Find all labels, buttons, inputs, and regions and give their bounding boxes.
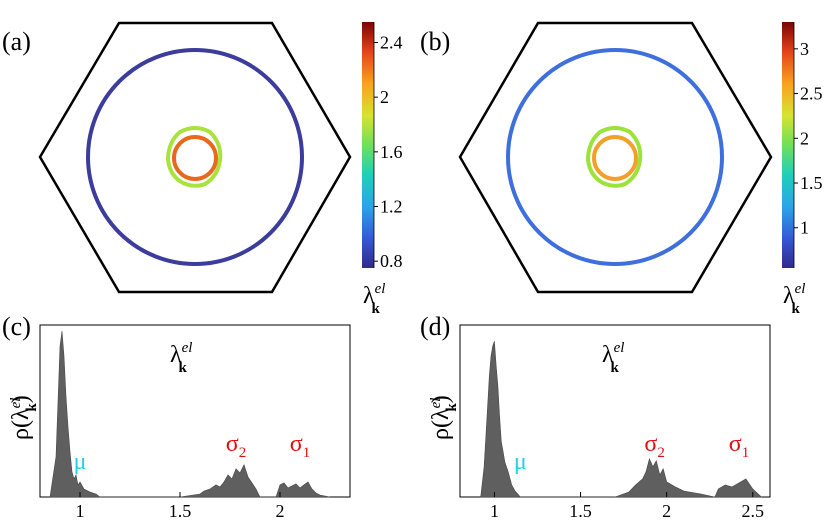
panel-label-a: (a) [2, 27, 31, 56]
mu-annotation: μ [514, 449, 527, 475]
panel-d: (d) 1 1.5 2 2.5 λel k ρ(λelk) μ σ2 σ1 [420, 312, 771, 521]
fermi-sheet-sigma2-a [165, 126, 223, 188]
colorbar-label-b: λel k [783, 281, 805, 317]
brillouin-zone-hexagon-a [38, 21, 352, 294]
panel-c: (c) 1 1.5 2 λel k ρ(λelk) μσ2 σ1 [2, 312, 351, 521]
annotations-d: μ σ2 σ1 [514, 431, 749, 475]
panel-label-b: (b) [420, 27, 450, 56]
histogram-area-d [480, 341, 763, 498]
y-axis-label-d: ρ(λelk) [428, 395, 460, 440]
colorbar-label-a: λel k [363, 281, 385, 317]
brillouin-zone-hexagon-b [458, 21, 773, 294]
colorbar-b [782, 22, 794, 268]
fermi-sheet-sigma1-b [592, 135, 638, 181]
colorbar-tick-label: 2 [380, 87, 389, 107]
x-tick-label: 2 [662, 501, 671, 521]
plot-title-c: λel k [170, 340, 192, 376]
x-tick-label: 1.5 [569, 501, 592, 521]
mu-annotation: μ [74, 449, 87, 475]
sigma-annotation: σ1 [729, 431, 749, 461]
colorbar-tick-label: 2 [800, 128, 809, 148]
panel-b: (b) 3 2.5 2 1.5 1 λel k [420, 21, 823, 317]
x-ticks-d: 1 1.5 2 2.5 [490, 492, 764, 521]
x-ticks-c: 1 1.5 2 [76, 492, 285, 521]
histogram-area-c [49, 330, 331, 498]
panel-label-c: (c) [2, 312, 31, 341]
colorbar-a [362, 22, 374, 268]
y-axis-label-c: ρ(λelk) [8, 395, 40, 440]
colorbar-tick-label: 1.2 [380, 197, 403, 217]
panel-a: (a) 2.4 2 1.6 1.2 0.8 λel k [2, 21, 403, 317]
colorbar-ticks-a: 2.4 2 1.6 1.2 0.8 [374, 33, 403, 271]
colorbar-tick-label: 1.5 [800, 173, 823, 193]
fermi-sheet-sigma2-b [585, 126, 643, 188]
annotations-c: μ σ2 σ1 [74, 431, 311, 475]
x-tick-label: 1 [490, 501, 499, 521]
colorbar-tick-label: 3 [800, 39, 809, 59]
colorbar-tick-label: 1.6 [380, 142, 403, 162]
sigma-annotation: σ1 [290, 431, 310, 461]
plot-title-d: λel k [602, 340, 624, 376]
fermi-sheet-mu-a [86, 48, 304, 266]
x-tick-label: 1.5 [169, 501, 192, 521]
panel-label-d: (d) [420, 312, 450, 341]
colorbar-tick-label: 2.4 [380, 33, 403, 53]
sigma-annotation: σ2 [226, 431, 246, 461]
fermi-sheet-mu-b [506, 48, 724, 266]
colorbar-ticks-b: 3 2.5 2 1.5 1 [794, 39, 823, 238]
colorbar-tick-label: 1 [800, 218, 809, 238]
colorbar-tick-label: 0.8 [380, 251, 403, 271]
fermi-sheet-sigma1-a [172, 135, 218, 181]
x-tick-label: 2 [276, 501, 285, 521]
x-tick-label: 2.5 [742, 501, 765, 521]
x-tick-label: 1 [76, 501, 85, 521]
axes-frame-c [39, 324, 351, 498]
sigma-annotation: σ2 [644, 431, 664, 461]
colorbar-tick-label: 2.5 [800, 84, 823, 104]
